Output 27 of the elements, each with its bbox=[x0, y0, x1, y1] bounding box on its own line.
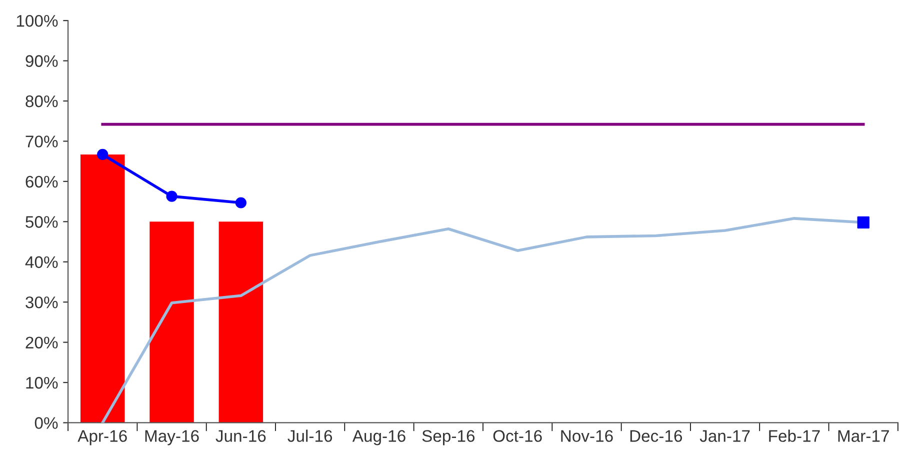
x-tick-label: Dec-16 bbox=[630, 430, 682, 442]
x-tick-label: Oct-16 bbox=[493, 430, 542, 442]
x-tick-label: Aug-16 bbox=[352, 430, 406, 446]
point bbox=[97, 148, 108, 160]
y-tick-label: 0% bbox=[34, 417, 58, 429]
x-tick-label: Apr-16 bbox=[78, 430, 127, 446]
y-tick-label: 80% bbox=[26, 95, 58, 108]
point bbox=[235, 197, 246, 208]
y-tick-label: 50% bbox=[26, 216, 58, 228]
x-tick-label: Sep-16 bbox=[422, 430, 475, 446]
x-tick-label: Jan-17 bbox=[700, 430, 750, 442]
y-tick-label: 40% bbox=[25, 256, 58, 268]
point bbox=[857, 216, 870, 229]
y-tick-label: 100% bbox=[16, 14, 58, 27]
y-tick-label: 90% bbox=[26, 55, 58, 67]
x-tick-label: Jun-16 bbox=[216, 430, 266, 442]
y-tick-label: 60% bbox=[26, 176, 58, 188]
x-tick-label: Jul-16 bbox=[288, 430, 332, 442]
y-tick-label: 20% bbox=[26, 336, 58, 348]
x-tick-label: Mar-17 bbox=[838, 430, 889, 442]
point bbox=[166, 190, 178, 202]
y-tick-label: 70% bbox=[26, 136, 58, 148]
y-tick-label: 30% bbox=[26, 296, 58, 308]
x-tick-label: Feb-17 bbox=[769, 430, 820, 442]
y-tick-label: 10% bbox=[26, 376, 58, 389]
x-tick-label: May-16 bbox=[145, 430, 199, 446]
x-tick-label: Nov-16 bbox=[561, 430, 613, 442]
